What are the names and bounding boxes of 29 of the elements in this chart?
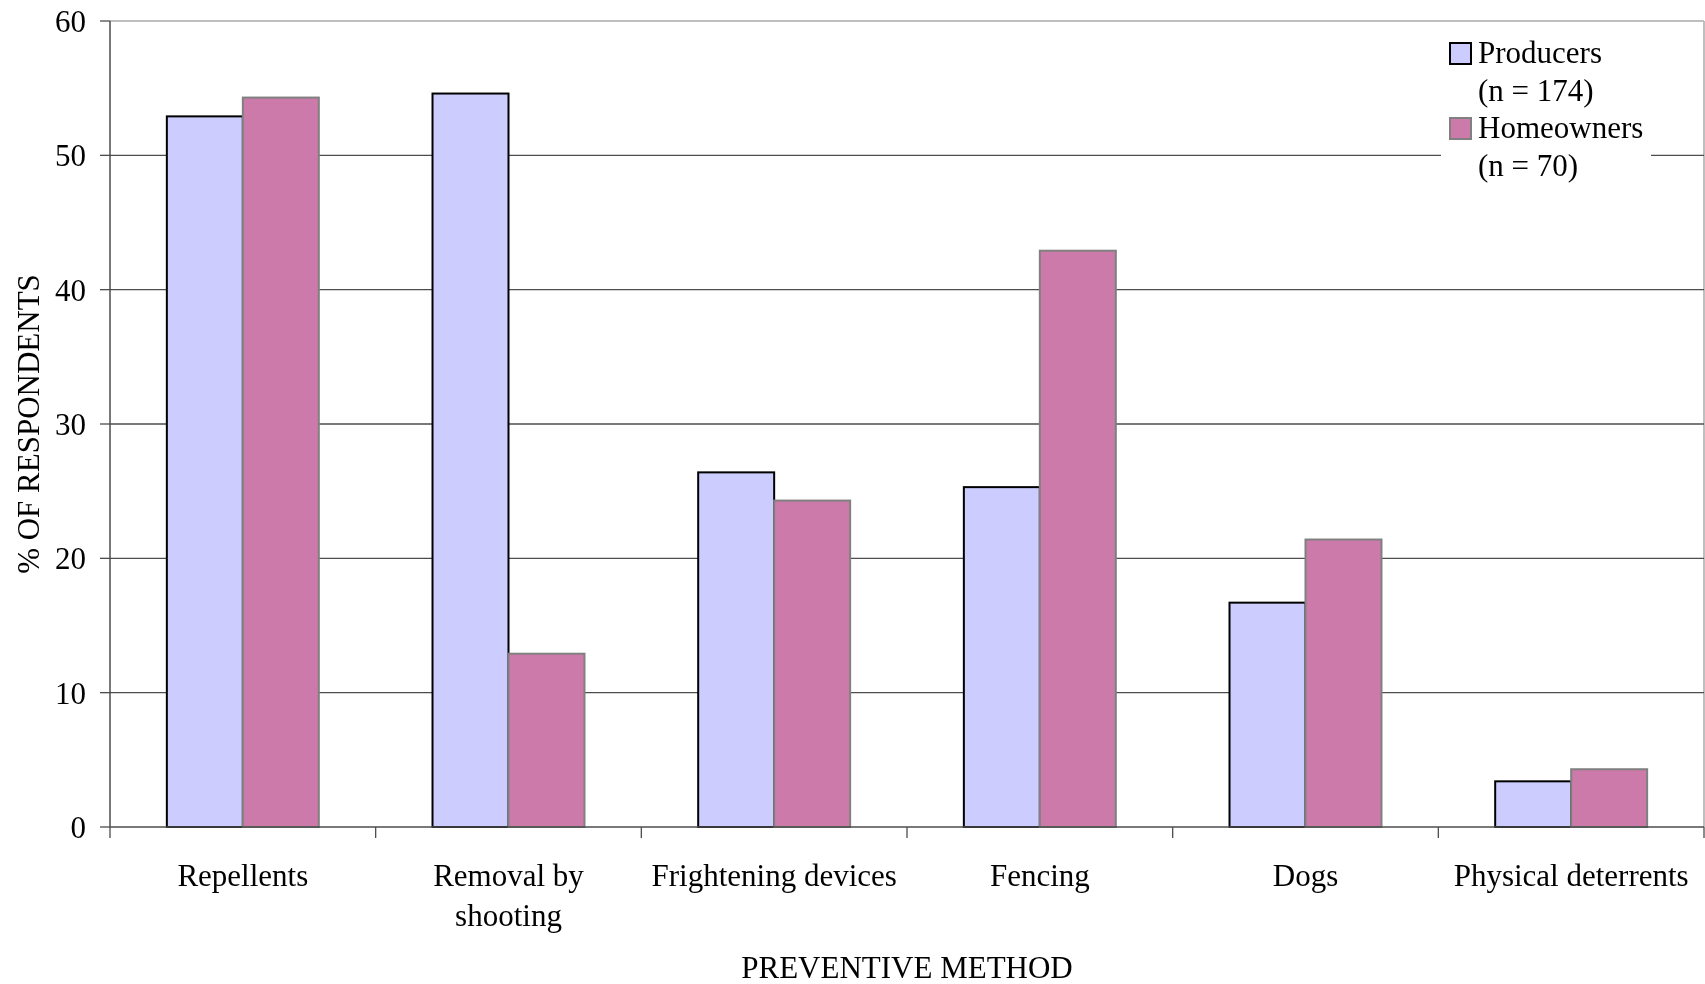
bar (1570, 768, 1649, 828)
bar (773, 499, 852, 828)
bar (697, 471, 776, 828)
bar (431, 92, 510, 828)
y-tick-label: 60 (55, 3, 86, 39)
bar (1304, 538, 1383, 828)
bar (1038, 249, 1117, 828)
bar (165, 115, 244, 828)
y-tick-label: 10 (55, 675, 86, 711)
legend-label: Producers (n = 174) (1478, 35, 1602, 108)
legend-label: Homeowners (n = 70) (1478, 110, 1644, 183)
x-tick-label: Frightening devices (651, 858, 897, 893)
y-tick-label: 40 (55, 272, 86, 308)
y-tick-label: 50 (55, 138, 86, 174)
x-tick-label: Fencing (989, 858, 1090, 893)
bar (507, 652, 586, 828)
x-tick-label: Physical deterrents (1453, 858, 1689, 893)
y-tick-label: 0 (70, 809, 86, 845)
y-axis-title: % OF RESPONDENTS (11, 274, 46, 574)
x-tick-label: Dogs (1272, 858, 1339, 893)
y-tick-label: 20 (55, 541, 86, 577)
bar (241, 96, 320, 828)
x-tick-label: Repellents (177, 858, 309, 893)
bar (962, 486, 1041, 828)
bar (1228, 601, 1307, 828)
y-tick-label: 30 (55, 406, 86, 442)
x-axis-title: PREVENTIVE METHOD (741, 950, 1073, 984)
x-tick-label: Removal by shooting (433, 858, 585, 933)
bar (1494, 780, 1573, 828)
